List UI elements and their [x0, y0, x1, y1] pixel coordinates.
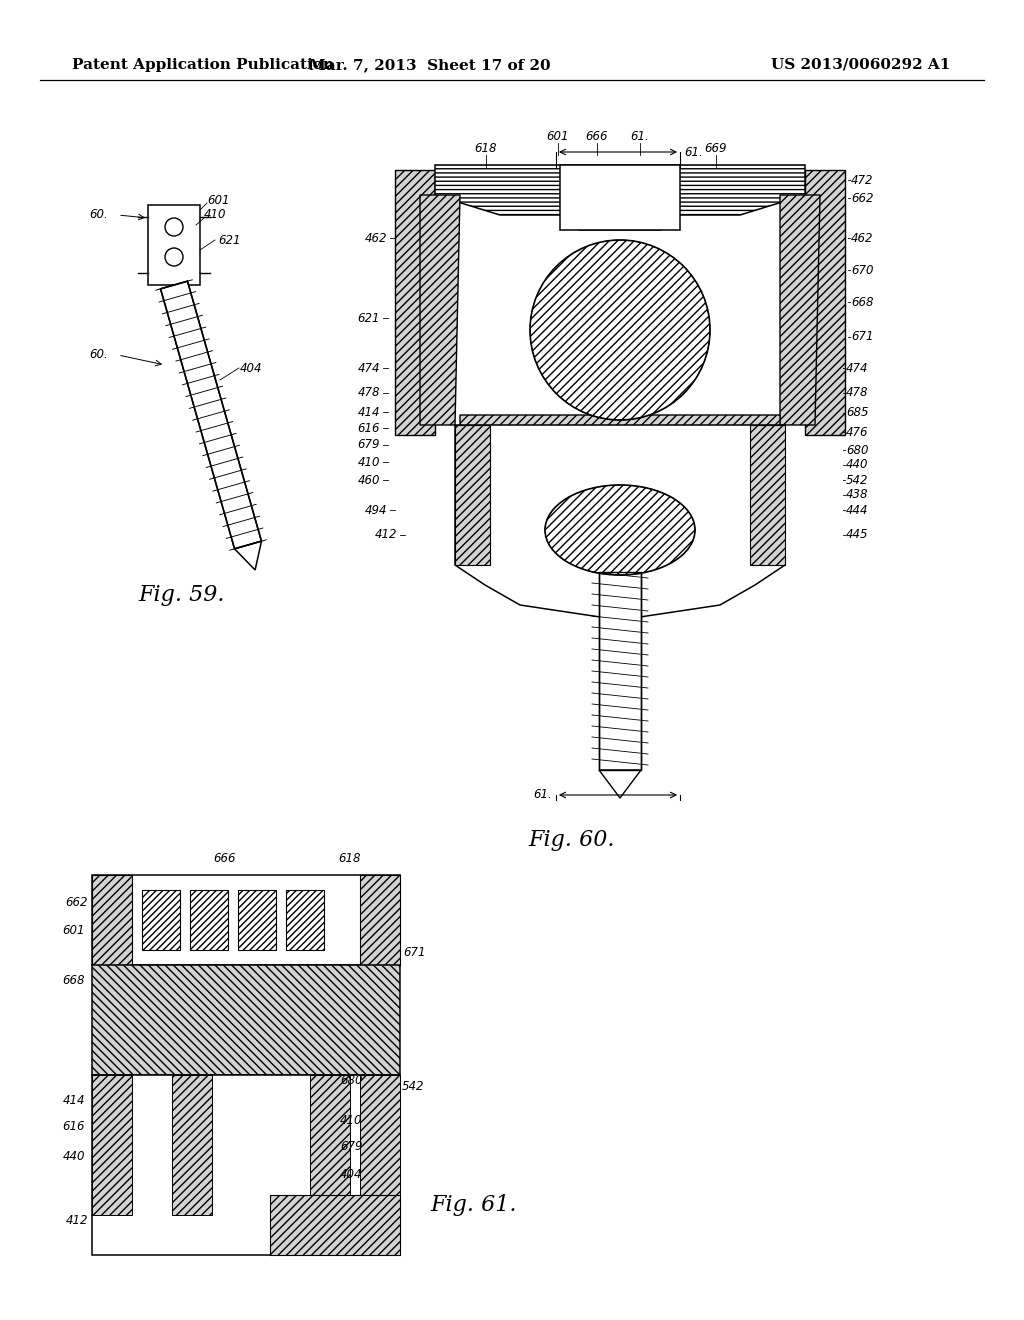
Polygon shape	[172, 1074, 212, 1214]
Polygon shape	[750, 425, 785, 565]
Text: 61.: 61.	[631, 129, 649, 143]
Text: 621: 621	[218, 234, 241, 247]
Text: 438: 438	[846, 488, 868, 502]
Text: 478: 478	[846, 387, 868, 400]
Text: 404: 404	[240, 362, 262, 375]
Text: 61.: 61.	[684, 145, 702, 158]
Text: 679: 679	[340, 1140, 362, 1154]
Polygon shape	[92, 1074, 132, 1214]
Polygon shape	[435, 165, 805, 230]
Text: 412: 412	[66, 1213, 88, 1226]
Text: 542: 542	[846, 474, 868, 487]
Text: 462: 462	[365, 231, 387, 244]
Text: 685: 685	[846, 407, 868, 420]
Polygon shape	[560, 165, 680, 230]
Text: 680: 680	[846, 444, 868, 457]
Text: Fig. 61.: Fig. 61.	[430, 1195, 516, 1216]
Text: 671: 671	[403, 946, 426, 960]
Polygon shape	[142, 890, 180, 950]
Text: 601: 601	[547, 129, 569, 143]
Circle shape	[530, 240, 710, 420]
Text: 60.: 60.	[89, 209, 108, 222]
Polygon shape	[92, 875, 400, 965]
Text: 601: 601	[62, 924, 85, 936]
Text: 414: 414	[357, 405, 380, 418]
Text: 494: 494	[365, 503, 387, 516]
Polygon shape	[360, 1074, 400, 1214]
Polygon shape	[420, 195, 460, 425]
Text: Patent Application Publication: Patent Application Publication	[72, 58, 334, 73]
Text: 462: 462	[851, 231, 873, 244]
Text: Fig. 60.: Fig. 60.	[528, 829, 614, 851]
Text: 618: 618	[475, 143, 498, 154]
Polygon shape	[238, 890, 276, 950]
Text: 61.: 61.	[534, 788, 552, 801]
Text: 404: 404	[340, 1168, 362, 1181]
Text: 666: 666	[214, 851, 237, 865]
Text: US 2013/0060292 A1: US 2013/0060292 A1	[771, 58, 950, 73]
Text: Mar. 7, 2013  Sheet 17 of 20: Mar. 7, 2013 Sheet 17 of 20	[309, 58, 551, 73]
Text: 616: 616	[357, 421, 380, 434]
Polygon shape	[310, 1074, 350, 1214]
Text: 680: 680	[340, 1073, 362, 1086]
Polygon shape	[460, 414, 780, 490]
Text: 476: 476	[846, 425, 868, 438]
Polygon shape	[455, 425, 490, 565]
Text: 679: 679	[357, 438, 380, 451]
Text: 671: 671	[851, 330, 873, 343]
Polygon shape	[395, 170, 435, 436]
Text: 616: 616	[62, 1121, 85, 1134]
Polygon shape	[92, 965, 400, 1074]
Text: 440: 440	[62, 1151, 85, 1163]
Text: 410: 410	[340, 1114, 362, 1126]
Text: 474: 474	[846, 362, 868, 375]
Polygon shape	[455, 425, 785, 620]
Ellipse shape	[545, 484, 695, 576]
Polygon shape	[92, 1074, 400, 1255]
Text: 601: 601	[207, 194, 229, 206]
Text: Fig. 59.: Fig. 59.	[138, 583, 224, 606]
Text: 621: 621	[357, 312, 380, 325]
Polygon shape	[599, 572, 641, 770]
Text: 618: 618	[339, 851, 361, 865]
Text: 412: 412	[375, 528, 397, 541]
Text: 445: 445	[846, 528, 868, 541]
Text: 440: 440	[846, 458, 868, 471]
Polygon shape	[190, 890, 228, 950]
Text: 60.: 60.	[89, 348, 108, 362]
Text: 542: 542	[402, 1081, 425, 1093]
Text: 668: 668	[62, 974, 85, 986]
Polygon shape	[286, 890, 324, 950]
Polygon shape	[780, 195, 820, 425]
Text: 670: 670	[851, 264, 873, 276]
Text: 666: 666	[586, 129, 608, 143]
Text: 478: 478	[357, 387, 380, 400]
Polygon shape	[599, 770, 641, 799]
Text: 662: 662	[66, 896, 88, 909]
Polygon shape	[92, 875, 132, 965]
Polygon shape	[161, 281, 261, 549]
Text: 460: 460	[357, 474, 380, 487]
Polygon shape	[360, 875, 400, 965]
Polygon shape	[270, 1195, 400, 1255]
Polygon shape	[148, 205, 200, 285]
Text: 410: 410	[204, 209, 226, 222]
Text: 472: 472	[851, 173, 873, 186]
Text: 444: 444	[846, 503, 868, 516]
Text: 414: 414	[62, 1093, 85, 1106]
Polygon shape	[234, 541, 261, 570]
Text: 669: 669	[705, 143, 727, 154]
Text: 474: 474	[357, 362, 380, 375]
Text: 668: 668	[851, 296, 873, 309]
Text: 662: 662	[851, 191, 873, 205]
Polygon shape	[805, 170, 845, 436]
Text: 410: 410	[357, 455, 380, 469]
